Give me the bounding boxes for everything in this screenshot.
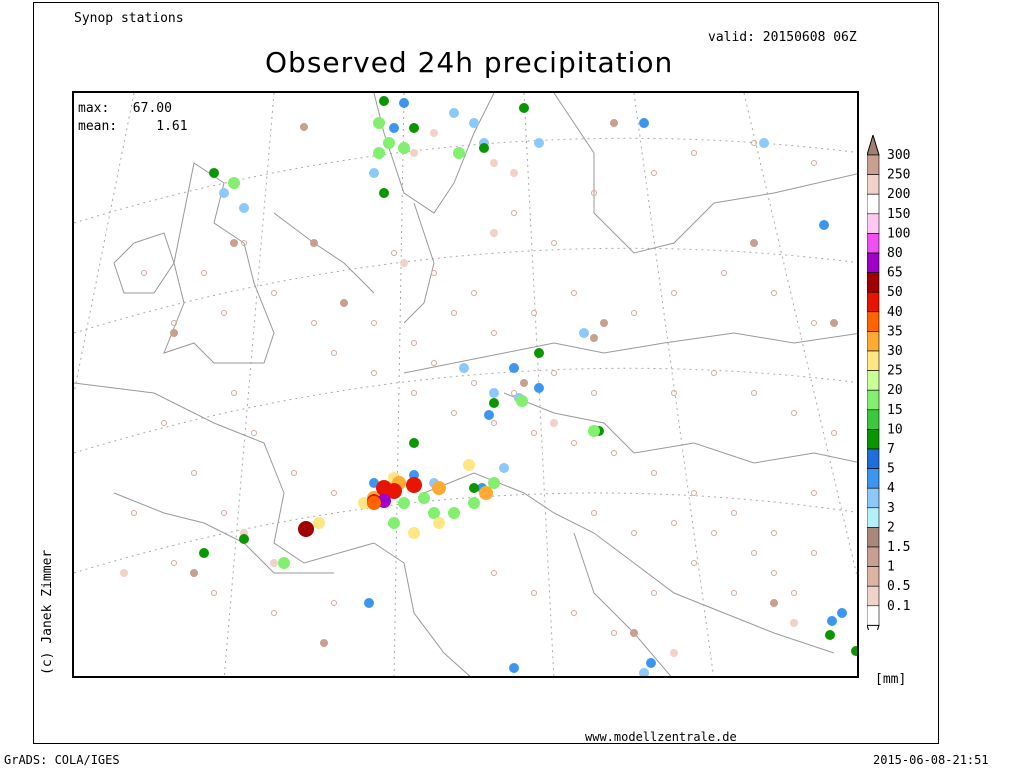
legend-swatch-10 <box>867 429 880 450</box>
legend-label-5: 5 <box>887 462 895 477</box>
copyright-text: (c) Janek Zimmer <box>40 549 55 675</box>
legend-label-50: 50 <box>887 285 903 300</box>
legend-swatch-0.5 <box>867 585 880 607</box>
legend-label-40: 40 <box>887 305 903 320</box>
legend-label-150: 150 <box>887 207 910 222</box>
legend-label-80: 80 <box>887 246 903 261</box>
stations-light-rain <box>170 119 838 647</box>
max-label: max: <box>78 101 110 116</box>
stations-blue-rain <box>364 98 847 673</box>
website-label: www.modellzentrale.de <box>585 730 737 744</box>
stations-green-rain <box>199 96 857 656</box>
legend-swatch-50 <box>867 291 880 313</box>
legend-label-0.5: 0.5 <box>887 579 910 594</box>
legend-swatch-250 <box>867 174 880 195</box>
legend-swatch-65 <box>867 272 880 293</box>
legend-swatch-1.5 <box>867 546 880 567</box>
source-label: Synop stations <box>74 11 184 26</box>
legend-swatch-3 <box>867 507 880 528</box>
legend-label-10: 10 <box>887 422 903 437</box>
stations-moderate-rain <box>219 108 769 676</box>
footer-left: GrADS: COLA/IGES <box>4 753 120 767</box>
precipitation-map <box>72 91 859 678</box>
lat-lon-grid <box>74 93 857 676</box>
legend-label-250: 250 <box>887 168 910 183</box>
map-svg <box>74 93 857 676</box>
stations-no-rain <box>131 140 837 636</box>
legend-swatch-40 <box>867 311 880 332</box>
legend-label-2: 2 <box>887 520 895 535</box>
legend-unit: [mm] <box>875 672 907 687</box>
legend-swatch-5 <box>867 468 880 489</box>
map-stats: max: 67.00 mean: 1.61 <box>78 100 188 136</box>
color-legend: 300 250 200 150 100 80 65 50 40 35 30 25 20 15 10 7 5 4 3 2… <box>867 135 910 630</box>
legend-label-0.1: 0.1 <box>887 599 910 614</box>
legend-swatch-15 <box>867 409 880 430</box>
legend-label-1.5: 1.5 <box>887 540 910 555</box>
legend-label-35: 35 <box>887 324 903 339</box>
legend-label-65: 65 <box>887 266 903 281</box>
coastlines-borders <box>74 93 857 676</box>
legend-label-15: 15 <box>887 403 903 418</box>
legend-swatch-80 <box>867 252 880 273</box>
plot-frame <box>33 2 939 744</box>
legend-label-30: 30 <box>887 344 903 359</box>
legend-swatch-0.1 <box>867 605 880 626</box>
map-title: Observed 24h precipitation <box>265 46 674 79</box>
legend-swatch-4 <box>867 487 880 509</box>
legend-label-25: 25 <box>887 364 903 379</box>
legend-swatch-30 <box>867 350 880 371</box>
valid-time: valid: 20150608 06Z <box>708 30 857 45</box>
legend-swatch-25 <box>867 370 880 391</box>
legend-swatch-100 <box>867 233 880 254</box>
legend-swatch-150 <box>867 213 880 234</box>
mean-value: 1.61 <box>156 119 188 134</box>
legend-label-1: 1 <box>887 560 895 575</box>
legend-label-4: 4 <box>887 481 895 496</box>
legend-swatch-300 <box>867 154 880 175</box>
legend-swatch-2 <box>867 527 880 548</box>
legend-label-300: 300 <box>887 148 910 163</box>
stations-max-rain <box>298 494 391 537</box>
legend-arrow-bottom <box>867 624 880 630</box>
legend-swatch-35 <box>867 331 880 352</box>
legend-swatch-7 <box>867 448 880 469</box>
stations-yellow-rain <box>313 459 475 539</box>
legend-label-7: 7 <box>887 442 895 457</box>
footer-right: 2015-06-08-21:51 <box>873 753 989 767</box>
stations-light-green-rain <box>228 117 600 569</box>
mean-label: mean: <box>78 119 118 134</box>
legend-label-100: 100 <box>887 226 910 241</box>
legend-label-3: 3 <box>887 501 895 516</box>
legend-label-20: 20 <box>887 383 903 398</box>
legend-arrow-top <box>867 135 880 156</box>
legend-swatch-1 <box>867 566 880 587</box>
max-value: 67.00 <box>132 101 172 116</box>
legend-swatch-20 <box>867 389 880 411</box>
legend-swatch-200 <box>867 193 880 215</box>
stations-pale-rain <box>120 129 798 657</box>
legend-label-200: 200 <box>887 187 910 202</box>
